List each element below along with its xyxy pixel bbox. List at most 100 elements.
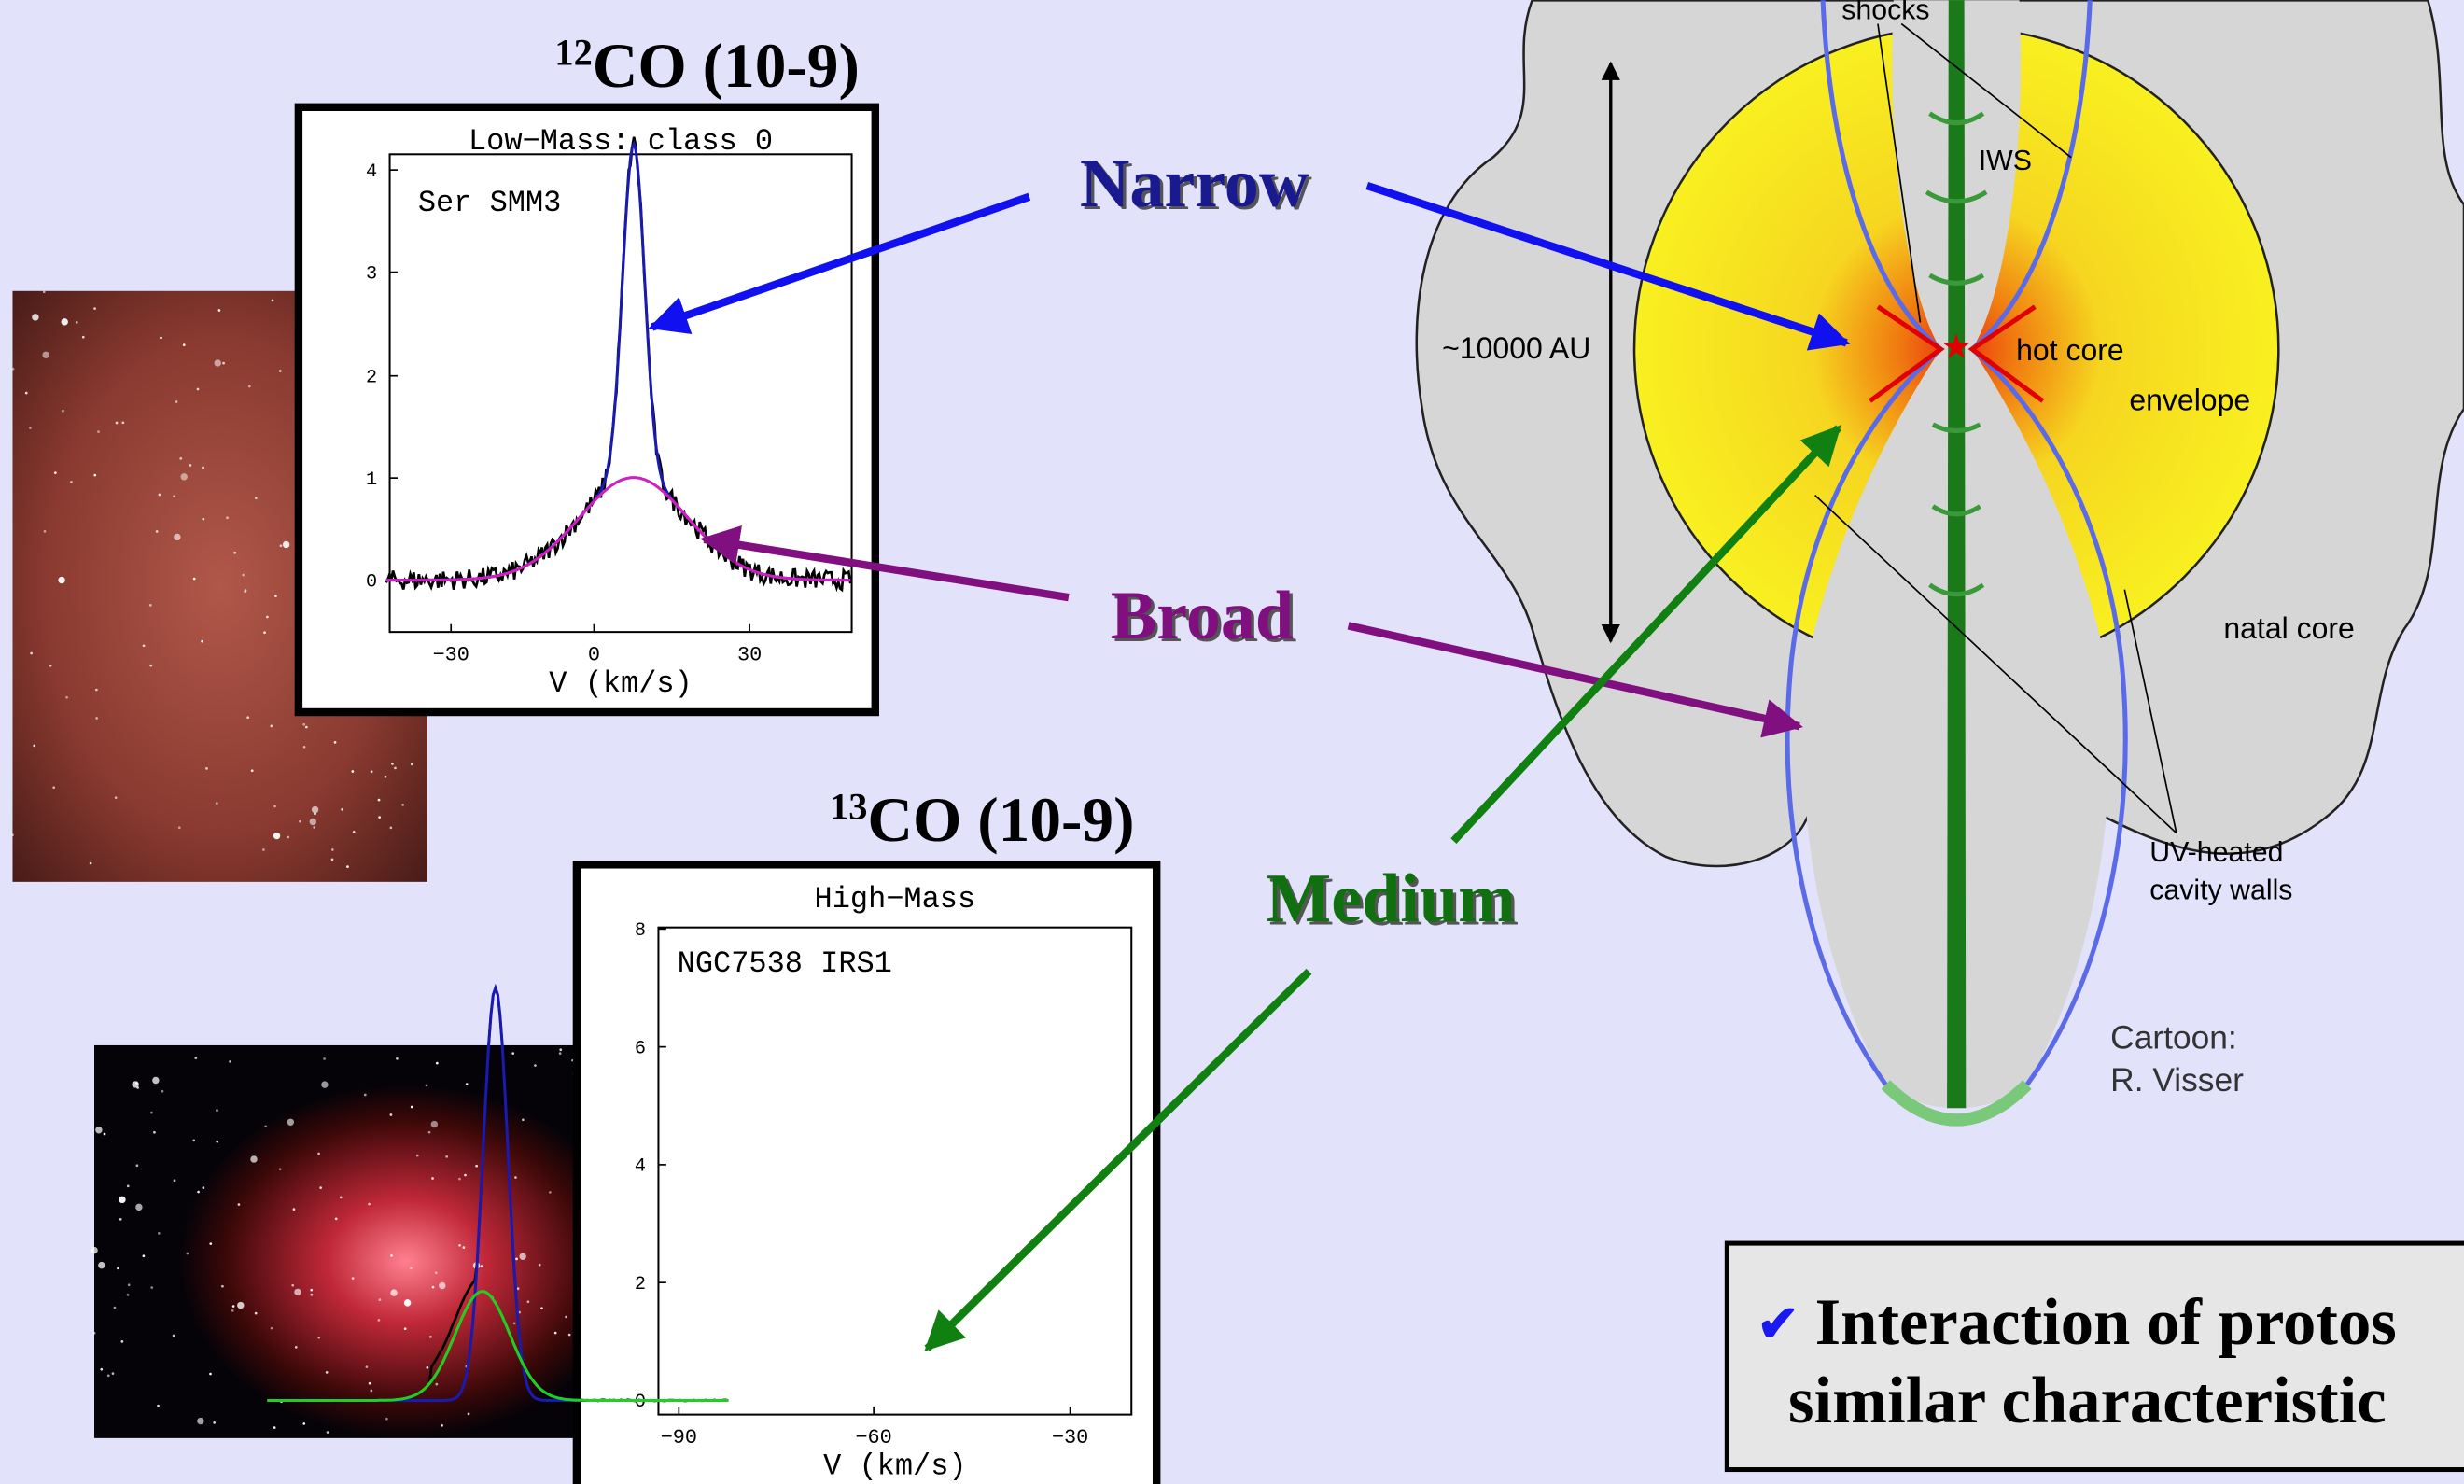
star — [310, 819, 316, 825]
star — [221, 1285, 224, 1288]
star — [95, 689, 98, 692]
cartoon: ★ shocks IWS ~10000 AU hot core envelope… — [1417, 0, 2464, 1120]
star — [231, 1309, 234, 1312]
y-tick-label: 4 — [366, 161, 377, 183]
star — [238, 1203, 241, 1206]
label-uv: UV-heated — [2149, 837, 2283, 868]
star — [559, 1052, 562, 1055]
star — [466, 1083, 469, 1085]
star — [209, 1242, 212, 1245]
x-tick-label: −90 — [661, 1426, 697, 1449]
star — [390, 1254, 393, 1257]
credit: R. Visser — [2110, 1062, 2244, 1099]
star — [334, 741, 337, 744]
star — [215, 359, 221, 366]
star — [321, 1081, 328, 1087]
star — [549, 1191, 552, 1194]
star — [233, 552, 236, 554]
x-axis-label: V (km/s) — [549, 666, 692, 701]
star — [192, 1139, 195, 1141]
star — [216, 802, 218, 805]
star — [226, 516, 229, 519]
star — [128, 1283, 131, 1286]
star — [522, 1118, 525, 1121]
star — [352, 1277, 355, 1280]
star — [262, 848, 265, 851]
star — [161, 1090, 164, 1093]
star — [248, 385, 251, 388]
star — [156, 530, 159, 533]
star — [378, 1319, 381, 1322]
star — [127, 1184, 130, 1187]
star — [160, 337, 162, 340]
star — [302, 723, 305, 726]
star — [435, 1271, 438, 1274]
star — [116, 422, 119, 425]
label-iws: IWS — [1979, 146, 2032, 176]
conclusion-line: similar characteristic — [1788, 1365, 2387, 1437]
star — [175, 400, 178, 403]
star — [33, 745, 35, 748]
star — [317, 1153, 320, 1155]
star — [314, 812, 316, 815]
star — [295, 1346, 298, 1349]
star — [29, 427, 32, 429]
star — [107, 1374, 110, 1377]
isotope: 13 — [830, 786, 867, 828]
star — [323, 1057, 326, 1060]
jet — [1947, 0, 1966, 1108]
star — [394, 767, 397, 770]
star — [132, 1081, 138, 1087]
star — [246, 716, 249, 719]
star — [293, 1208, 296, 1211]
panel-title: High−Mass — [815, 882, 976, 917]
star — [515, 1258, 518, 1261]
label-shocks: shocks — [1841, 0, 1929, 26]
label-envelope: envelope — [2129, 384, 2250, 417]
star — [70, 481, 73, 483]
star — [149, 665, 152, 667]
star — [310, 1289, 313, 1292]
star — [95, 1127, 102, 1133]
star — [43, 290, 46, 293]
star — [411, 1106, 413, 1109]
star — [458, 1244, 461, 1247]
x-tick-label: −30 — [433, 643, 469, 666]
star — [136, 1164, 139, 1167]
star — [463, 1246, 466, 1249]
label-medium: Medium — [1266, 861, 1515, 937]
star — [416, 1155, 419, 1157]
star — [183, 343, 186, 346]
star — [331, 858, 334, 861]
star — [197, 1418, 203, 1424]
panel-heading: 12CO (10-9) — [554, 31, 859, 101]
star — [159, 494, 161, 497]
star — [279, 1168, 282, 1170]
star — [32, 314, 38, 320]
star — [135, 1204, 142, 1211]
star — [426, 1085, 428, 1087]
star — [468, 1413, 470, 1416]
star — [194, 1057, 197, 1059]
star — [364, 1094, 367, 1097]
star — [279, 370, 282, 372]
star — [95, 717, 98, 720]
star — [193, 578, 196, 581]
star — [312, 806, 318, 813]
star — [273, 805, 276, 808]
y-tick-label: 8 — [635, 920, 646, 942]
star — [209, 1373, 212, 1376]
star — [326, 1371, 329, 1374]
star — [313, 826, 315, 829]
star — [379, 1298, 382, 1301]
star — [121, 421, 124, 424]
star — [302, 1422, 305, 1425]
source-name: Ser SMM3 — [418, 186, 561, 220]
protostar: ★ — [1941, 327, 1972, 366]
star — [511, 1052, 514, 1055]
label-broad: Broad — [1111, 578, 1294, 654]
star — [291, 1284, 294, 1287]
star — [346, 865, 349, 868]
star — [428, 1131, 431, 1134]
star — [559, 1048, 562, 1051]
